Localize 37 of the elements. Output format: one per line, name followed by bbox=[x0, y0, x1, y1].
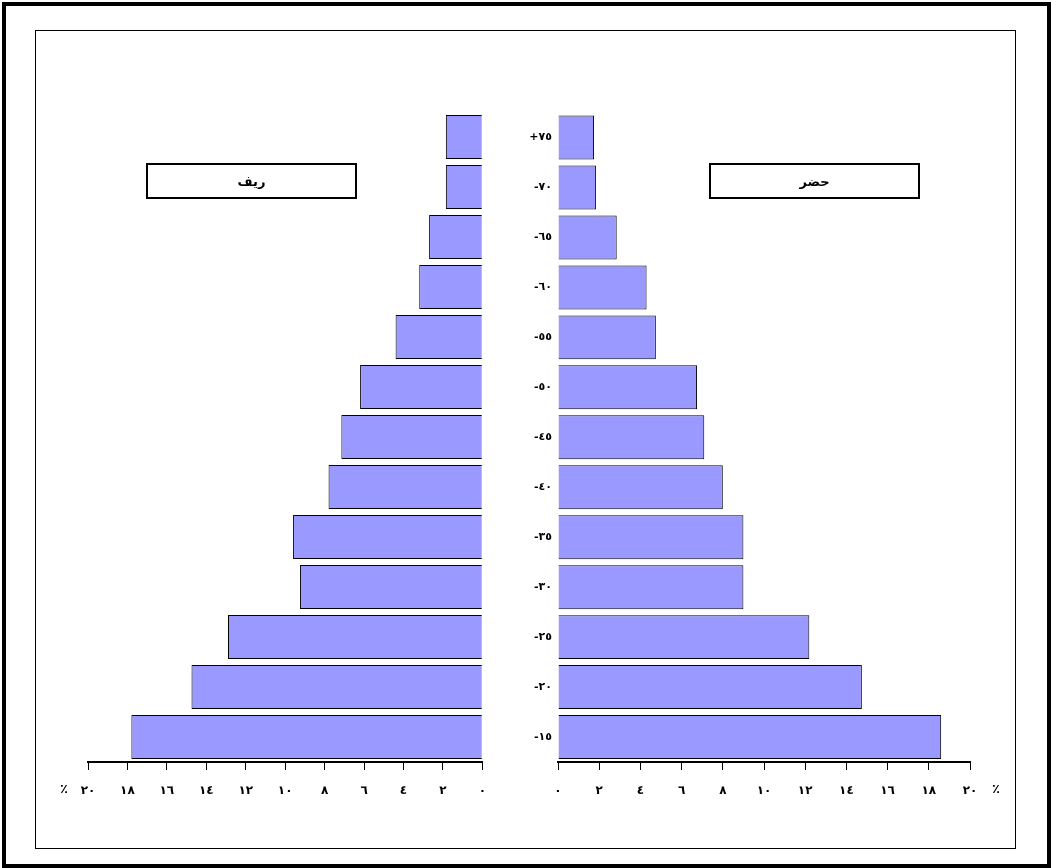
x-tick-label: ١٢ bbox=[238, 783, 254, 798]
y-tick-label: -٤٠ bbox=[533, 480, 552, 494]
x-tick-label: ١٤ bbox=[198, 783, 214, 798]
x-tick-label: ١٦ bbox=[159, 783, 175, 798]
x-tick-label: ٠ bbox=[478, 783, 486, 798]
x-tick-label: ٢٠ bbox=[962, 783, 978, 798]
x-tick-label: ٤ bbox=[399, 783, 408, 798]
x-tick-label: ١٠ bbox=[756, 783, 772, 798]
x-tick-label: ٢ bbox=[439, 783, 448, 798]
x-axis-title: ٪ bbox=[60, 781, 69, 797]
y-tick-label: -٤٥ bbox=[533, 430, 553, 444]
x-tick-label: ١٦ bbox=[880, 783, 895, 798]
x-tick-label: ٢ bbox=[595, 783, 604, 798]
x-tick-label: ١٢ bbox=[797, 783, 814, 798]
y-tick-label: -٥٥ bbox=[533, 330, 553, 344]
x-tick-label: ٦ bbox=[677, 783, 686, 798]
y-tick-label: -٢٠ bbox=[533, 679, 552, 693]
x-tick-label: ١٠ bbox=[277, 783, 293, 798]
x-tick-label: ١٤ bbox=[839, 783, 854, 798]
y-tick-label: -٣٥ bbox=[533, 530, 553, 544]
y-tick-label: -٦٠ bbox=[533, 280, 552, 294]
y-tick-label: -٢٥ bbox=[533, 629, 553, 643]
x-tick-label: ٤ bbox=[636, 783, 645, 798]
x-tick-label: ٠ bbox=[554, 783, 562, 798]
x-tick-label: ١٨ bbox=[921, 783, 937, 798]
y-tick-label: -٣٠ bbox=[533, 580, 552, 594]
x-tick-label: ٦ bbox=[360, 783, 368, 798]
x-tick-label: ٨ bbox=[320, 783, 329, 798]
x-axis-title: ٪ bbox=[992, 781, 1001, 797]
x-tick-label: ٨ bbox=[719, 783, 728, 798]
y-tick-label: -٧٠ bbox=[533, 180, 552, 194]
x-tick-label: ٢٠ bbox=[80, 783, 96, 798]
y-tick-label: +٧٥ bbox=[529, 130, 553, 144]
y-tick-label: -٥٠ bbox=[533, 380, 552, 394]
x-tick-label: ١٨ bbox=[120, 783, 136, 798]
y-tick-label: -١٥ bbox=[533, 729, 553, 743]
y-tick-label: -٦٥ bbox=[533, 230, 553, 244]
